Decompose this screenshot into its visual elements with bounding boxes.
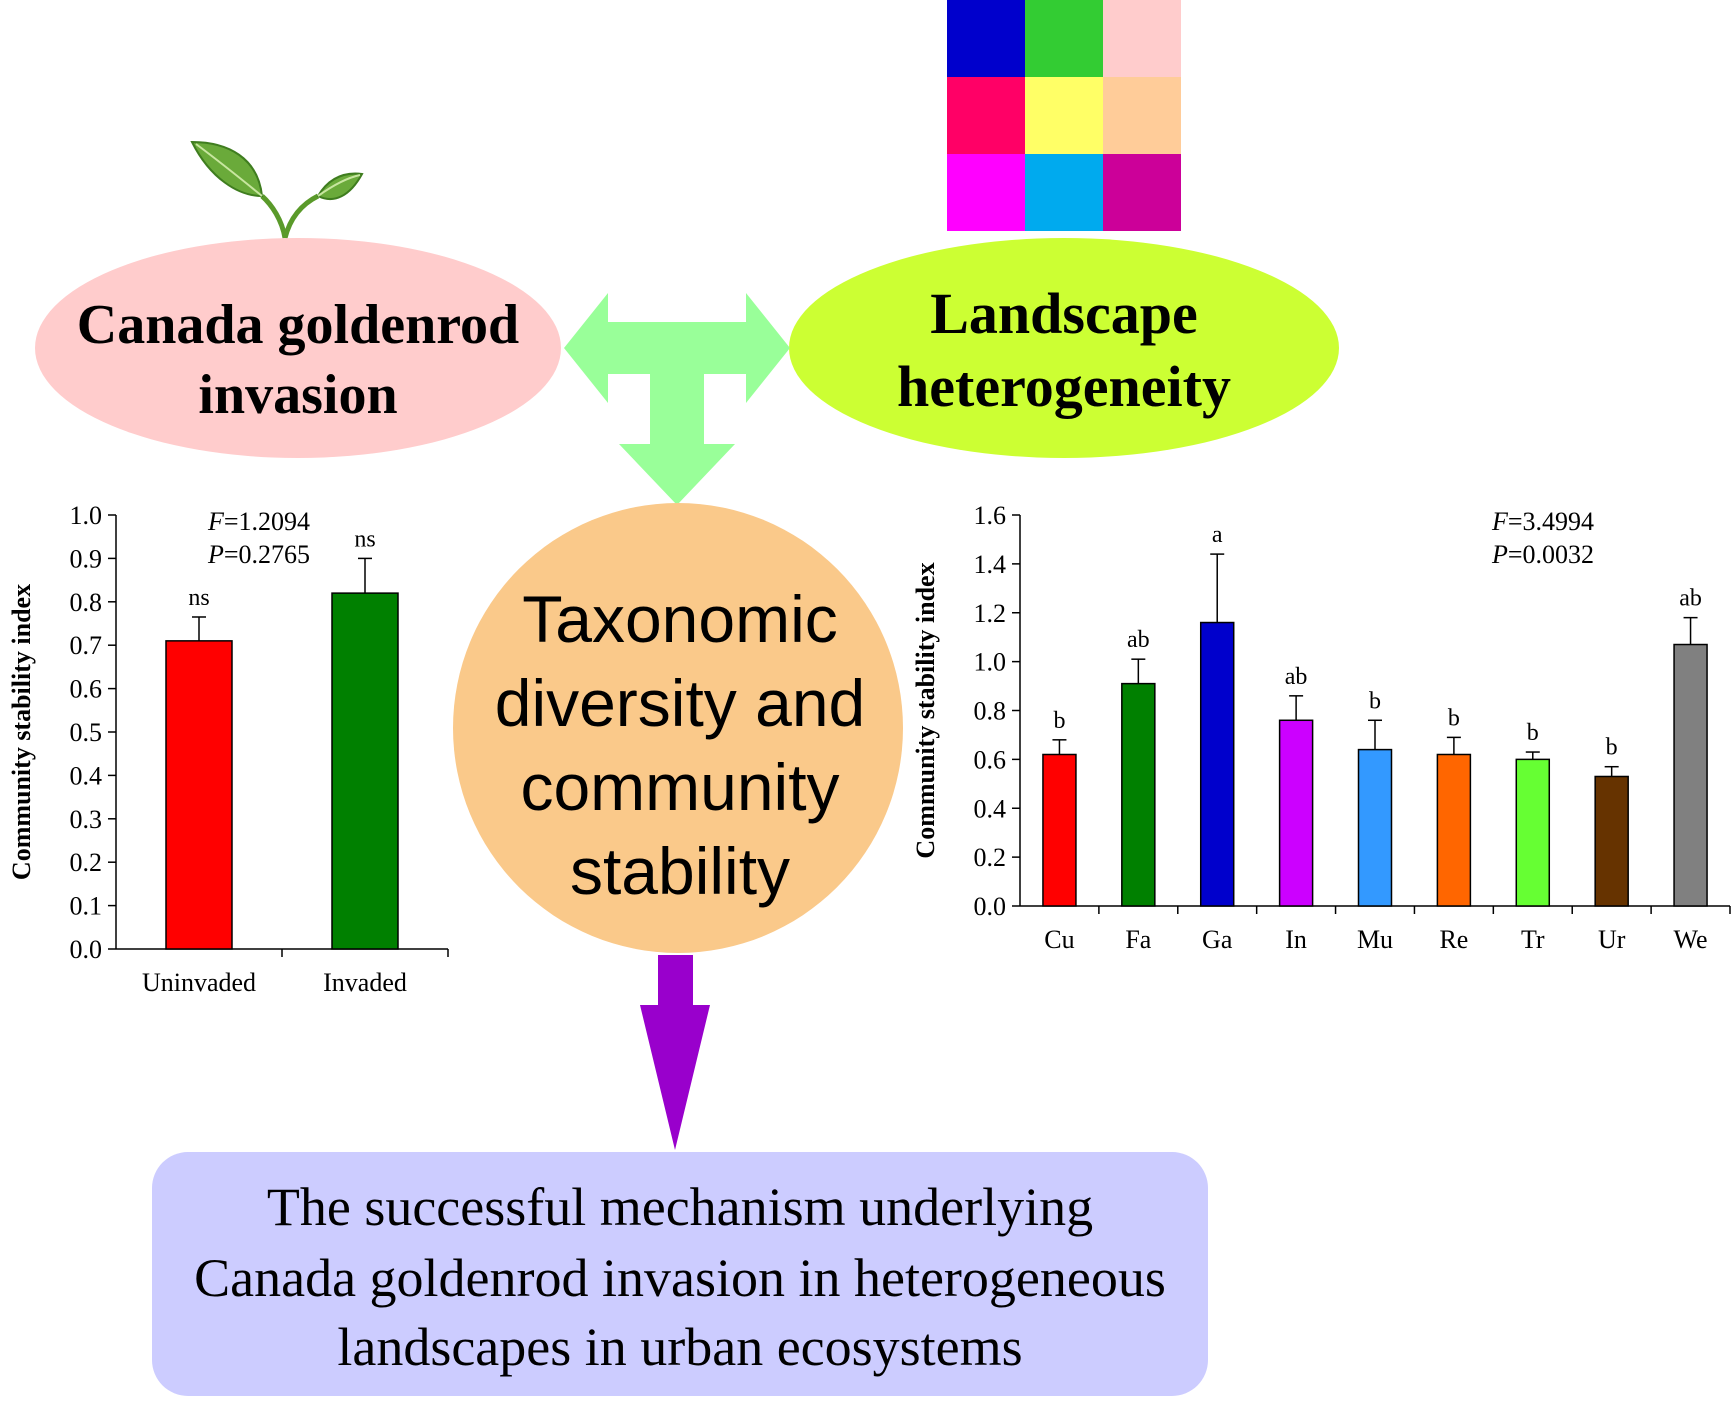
y-tick-label: 0.1 xyxy=(70,892,103,921)
category-label: Invaded xyxy=(323,968,407,997)
landscape-label-line-1: Landscape xyxy=(930,281,1198,346)
diversity-label-line-1: Taxonomic xyxy=(522,582,837,656)
significance-letter: b xyxy=(1448,705,1460,731)
category-label: Ur xyxy=(1598,925,1626,954)
bidirectional-arrow xyxy=(564,293,790,505)
node-landscape-heterogeneity: Landscape heterogeneity xyxy=(789,238,1339,458)
chart-land-use-types: 0.0 0.2 0.4 0.6 0.8 1.0 1.2 1.4 1.6 Community sta… xyxy=(911,501,1731,954)
significance-letter: ab xyxy=(1127,627,1150,653)
f-statistic: F=3.4994 xyxy=(1491,507,1594,536)
y-tick-label: 0.6 xyxy=(70,675,103,704)
diversity-label-line-4: stability xyxy=(570,834,790,908)
invasion-label-line-2: invasion xyxy=(198,364,397,426)
landscape-mosaic-icon xyxy=(947,0,1181,231)
chart-invasion-status: 0.0 0.1 0.2 0.3 0.4 0.5 0.6 0.7 0.8 0.9 1.0 Communi… xyxy=(7,501,449,997)
significance-letter: b xyxy=(1527,720,1539,746)
y-tick-label: 0.8 xyxy=(974,697,1007,726)
invasion-label-line-1: Canada goldenrod xyxy=(77,294,519,356)
bar xyxy=(1121,682,1156,907)
seedling-icon xyxy=(190,140,364,239)
mosaic-cell xyxy=(1025,0,1103,77)
category-label: Tr xyxy=(1521,925,1545,954)
bar xyxy=(165,640,233,950)
mosaic-cell xyxy=(1025,77,1103,154)
mosaic-cell xyxy=(1103,154,1181,231)
y-tick-label: 1.0 xyxy=(70,501,103,530)
bar xyxy=(331,592,399,950)
y-tick-label: 1.2 xyxy=(974,599,1007,628)
mosaic-cell xyxy=(947,0,1025,77)
significance-letter: b xyxy=(1369,688,1381,714)
y-tick-label: 1.0 xyxy=(974,648,1007,677)
mosaic-cell xyxy=(1103,0,1181,77)
y-tick-label: 0.9 xyxy=(70,544,103,573)
significance-letter: ns xyxy=(354,526,375,552)
bar xyxy=(1199,621,1235,907)
conclusion-line-2: Canada goldenrod invasion in heterogeneo… xyxy=(194,1248,1166,1308)
f-statistic: F=1.2094 xyxy=(207,507,310,536)
down-arrow xyxy=(640,955,710,1150)
category-label: Ga xyxy=(1202,925,1233,954)
mosaic-cell xyxy=(1103,77,1181,154)
y-tick-label: 0.4 xyxy=(70,761,103,790)
node-canada-goldenrod-invasion: Canada goldenrod invasion xyxy=(35,238,561,458)
conclusion-line-3: landscapes in urban ecosystems xyxy=(337,1317,1022,1377)
y-tick-label: 0.8 xyxy=(70,588,103,617)
y-axis-label: Community stability index xyxy=(911,562,940,858)
diversity-label-line-3: community xyxy=(520,750,839,824)
category-label: In xyxy=(1285,925,1307,954)
diversity-label-line-2: diversity and xyxy=(495,666,866,740)
conclusion-line-1: The successful mechanism underlying xyxy=(267,1177,1093,1237)
category-label: Cu xyxy=(1044,925,1074,954)
bar xyxy=(1436,753,1472,907)
significance-letter: ab xyxy=(1285,664,1308,690)
conclusion-box: The successful mechanism underlying Cana… xyxy=(152,1152,1208,1396)
mosaic-cell xyxy=(947,77,1025,154)
y-tick-label: 0.2 xyxy=(70,848,103,877)
y-tick-label: 0.4 xyxy=(974,794,1007,823)
y-tick-label: 0.0 xyxy=(70,935,103,964)
mosaic-cell xyxy=(1025,154,1103,231)
y-tick-label: 0.7 xyxy=(70,631,103,660)
significance-letter: a xyxy=(1212,522,1223,548)
significance-letter: b xyxy=(1606,735,1618,761)
bar xyxy=(1042,753,1077,907)
y-tick-label: 0.6 xyxy=(974,745,1007,774)
significance-letter: b xyxy=(1053,708,1065,734)
bar xyxy=(1673,643,1708,907)
category-label: We xyxy=(1674,925,1708,954)
y-tick-label: 0.0 xyxy=(974,892,1007,921)
mosaic-cell xyxy=(947,154,1025,231)
node-taxonomic-diversity: Taxonomic diversity and community stabil… xyxy=(453,503,903,953)
landscape-label-line-2: heterogeneity xyxy=(897,354,1231,419)
p-value: P=0.0032 xyxy=(1491,540,1594,569)
y-tick-label: 1.6 xyxy=(974,501,1007,530)
category-label: Uninvaded xyxy=(142,968,256,997)
y-tick-label: 0.5 xyxy=(70,718,103,747)
category-label: Mu xyxy=(1357,925,1393,954)
significance-letter: ab xyxy=(1679,586,1702,612)
bar xyxy=(1515,758,1551,907)
y-axis-label: Community stability index xyxy=(7,584,36,880)
category-label: Re xyxy=(1439,925,1468,954)
category-label: Fa xyxy=(1125,925,1151,954)
y-tick-label: 1.4 xyxy=(974,550,1007,579)
y-tick-label: 0.2 xyxy=(974,843,1007,872)
bar xyxy=(1594,775,1629,907)
bar xyxy=(1357,748,1393,907)
bar xyxy=(1278,719,1314,907)
y-tick-label: 0.3 xyxy=(70,805,103,834)
significance-letter: ns xyxy=(188,585,209,611)
p-value: P=0.2765 xyxy=(207,540,310,569)
